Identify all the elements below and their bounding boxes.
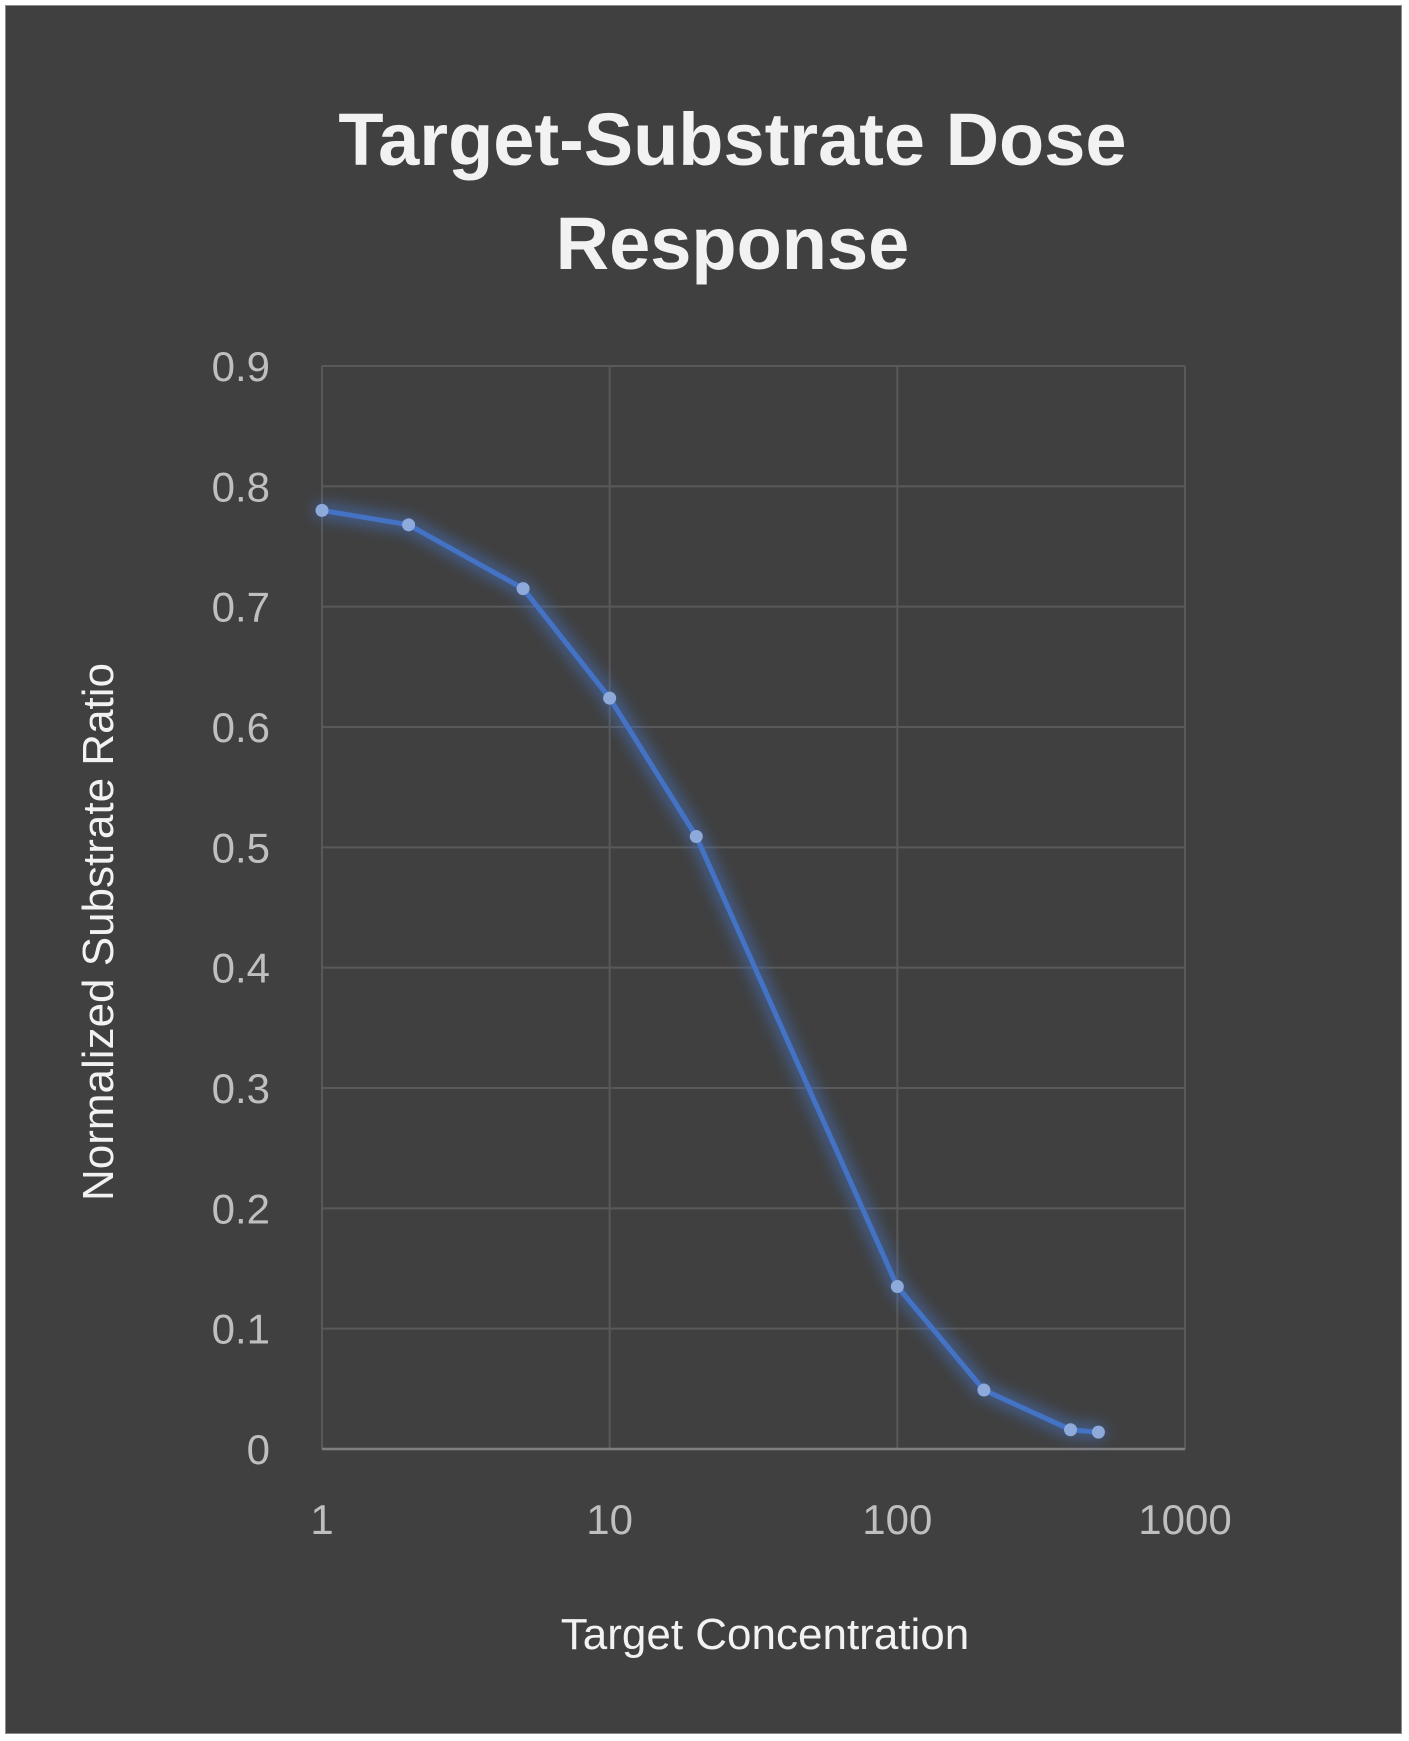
y-tick-label: 0.2 [212, 1185, 270, 1232]
y-tick-label: 0.1 [212, 1306, 270, 1353]
series-layer [314, 502, 1107, 1441]
y-tick-label: 0.8 [212, 463, 270, 510]
x-tick-label: 1000 [1138, 1496, 1231, 1543]
data-point [689, 830, 703, 844]
chart-title-line-1: Target-Substrate Dose [338, 98, 1127, 181]
data-point [977, 1383, 991, 1397]
x-tick-label: 100 [862, 1496, 932, 1543]
y-tick-label: 0.3 [212, 1065, 270, 1112]
y-tick-label: 0.4 [212, 945, 270, 992]
y-tick-label: 0.9 [212, 343, 270, 390]
chart-title: Target-Substrate Dose Response [0, 88, 1409, 296]
y-tick-label: 0 [247, 1426, 270, 1473]
data-point [1091, 1425, 1105, 1439]
grid-lines [321, 365, 1186, 1449]
data-point [890, 1280, 904, 1294]
y-tick-label: 0.7 [212, 584, 270, 631]
y-axis-title: Normalized Substrate Ratio [74, 663, 123, 1201]
y-tick-label: 0.6 [212, 704, 270, 751]
series-line-glow [314, 502, 1107, 1441]
x-tick-label: 10 [586, 1496, 633, 1543]
x-tick-label: 1 [310, 1496, 333, 1543]
y-tick-labels: 0 0.1 0.2 0.3 0.4 0.5 0.6 0.7 0.8 0.9 [212, 343, 270, 1473]
data-point [315, 503, 329, 517]
data-point [516, 582, 530, 596]
chart-title-line-2: Response [555, 202, 910, 285]
data-point [402, 518, 416, 532]
x-axis-title: Target Concentration [561, 1610, 969, 1659]
y-tick-label: 0.5 [212, 824, 270, 871]
series-line [319, 507, 1101, 1435]
data-point [1064, 1423, 1078, 1437]
data-point [603, 691, 617, 705]
x-tick-labels: 1 10 100 1000 [310, 1496, 1231, 1543]
